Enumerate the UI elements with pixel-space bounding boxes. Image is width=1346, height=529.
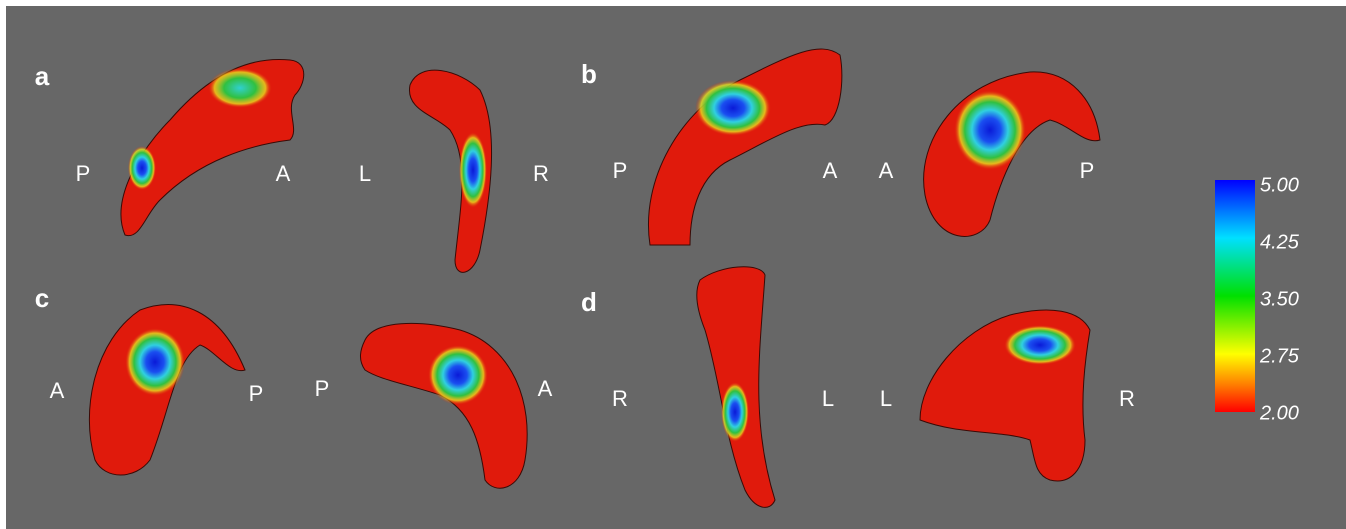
direction-label: R <box>533 161 549 186</box>
blob <box>125 328 185 396</box>
colorbar-tick-label: 4.25 <box>1260 231 1300 253</box>
blob <box>459 132 487 208</box>
direction-label: P <box>76 161 91 186</box>
blob <box>721 382 749 442</box>
panel-label: a <box>35 61 50 91</box>
direction-label: A <box>879 158 894 183</box>
blob <box>695 80 771 136</box>
direction-label: L <box>359 161 371 186</box>
direction-label: A <box>823 158 838 183</box>
direction-label: R <box>1119 386 1135 411</box>
direction-label: P <box>315 376 330 401</box>
blob <box>128 146 156 190</box>
blob <box>954 90 1026 170</box>
blob <box>208 68 272 108</box>
direction-label: L <box>822 386 834 411</box>
direction-label: R <box>612 386 628 411</box>
direction-label: A <box>50 378 65 403</box>
direction-label: P <box>1080 158 1095 183</box>
colorbar <box>1215 180 1255 412</box>
panel-label: d <box>581 287 597 317</box>
figure: a P A L R b P A A P c A P P A d R L L R … <box>0 0 1346 529</box>
colorbar-tick-label: 3.50 <box>1260 288 1299 310</box>
direction-label: A <box>538 376 553 401</box>
blob <box>428 345 488 405</box>
panel-label: b <box>581 59 597 89</box>
direction-label: L <box>880 386 892 411</box>
direction-label: P <box>613 158 628 183</box>
direction-label: A <box>276 161 291 186</box>
colorbar-tick-label: 2.75 <box>1259 345 1300 367</box>
colorbar-tick-label: 5.00 <box>1260 174 1299 196</box>
panel-label: c <box>35 283 49 313</box>
blob <box>1004 325 1076 365</box>
colorbar-tick-label: 2.00 <box>1259 402 1299 424</box>
direction-label: P <box>249 381 264 406</box>
